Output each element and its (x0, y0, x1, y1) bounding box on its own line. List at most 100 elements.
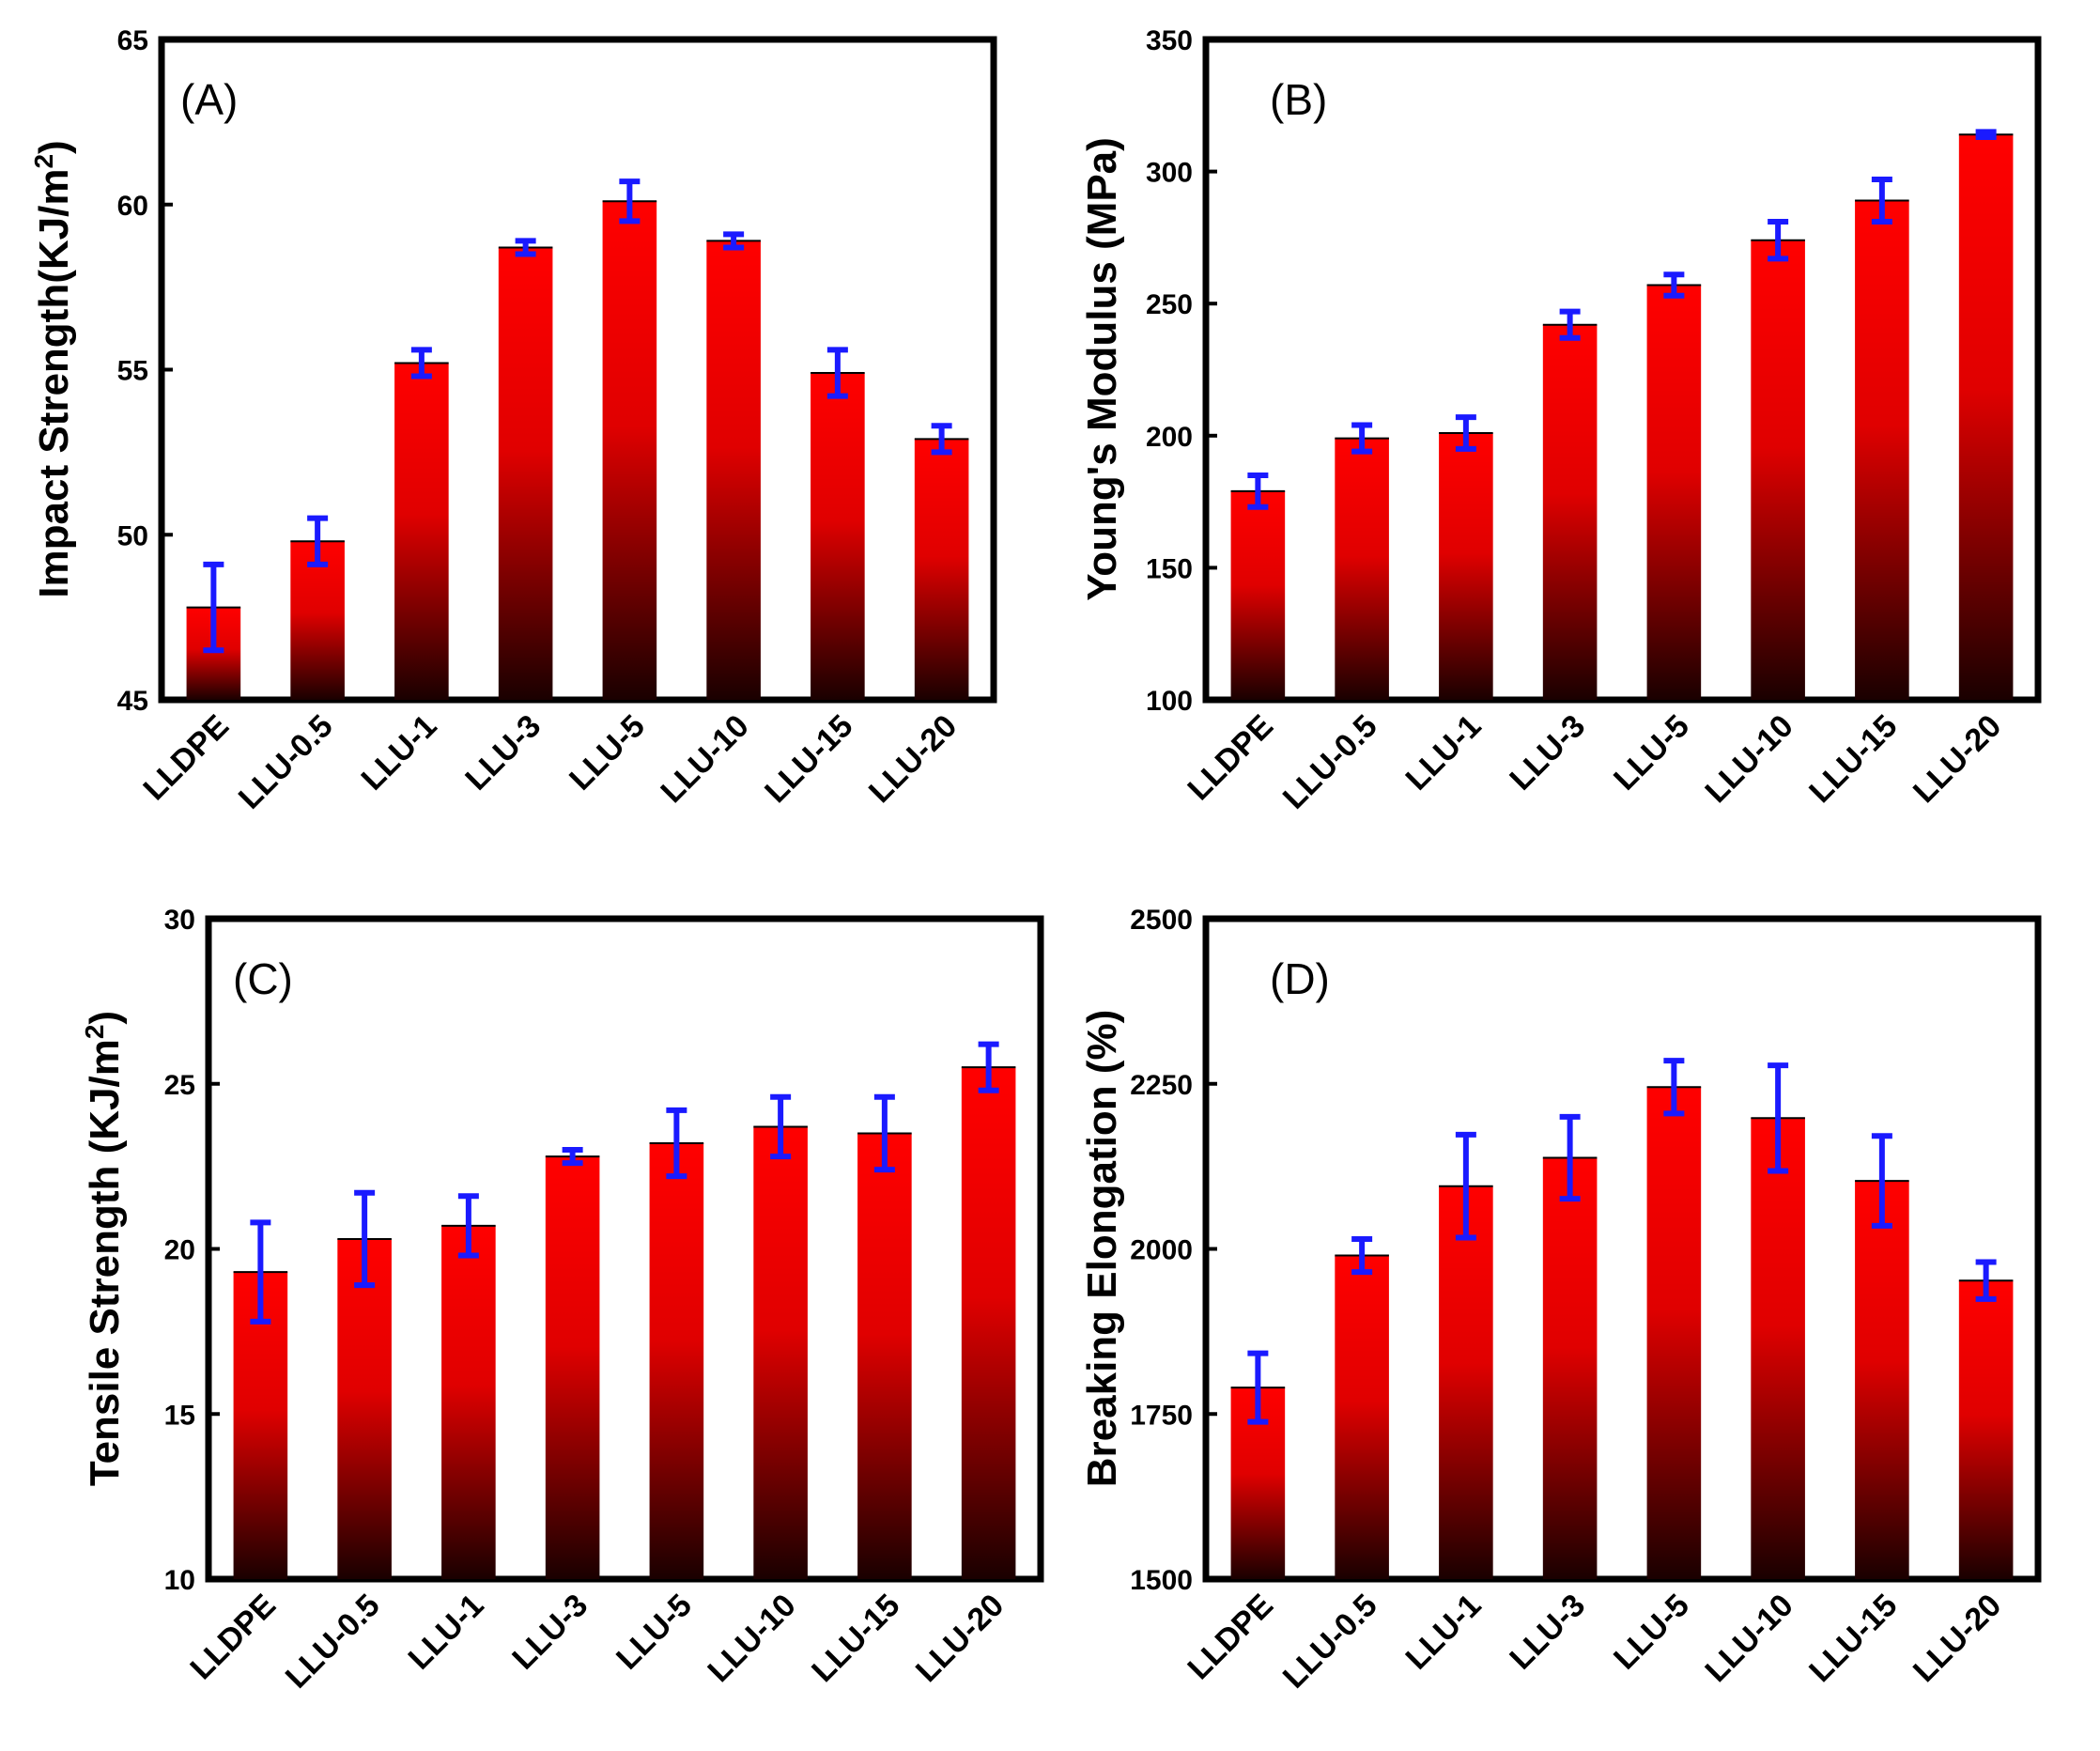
panel-a-xtick-label-1: LLU-0.5 (232, 708, 340, 816)
panel-d-bar-1 (1335, 1255, 1389, 1579)
panel-b-xtick-label-7: LLU-20 (1907, 708, 2008, 810)
panel-b-ylabel: Young's Modulus (MPa) (1079, 137, 1125, 601)
panel-b-bar-7 (1958, 134, 2014, 700)
panel-d-bars (1230, 1058, 2014, 1579)
panel-b-bar-5 (1751, 240, 1805, 700)
panel-c-ytick-label-0: 10 (164, 1565, 195, 1596)
panel-a-xtick-label-7: LLU-20 (862, 708, 964, 810)
panel-b-bar-1 (1335, 438, 1389, 700)
panel-c-ytick-label-2: 20 (164, 1235, 195, 1266)
panel-c-xtick-label-6: LLU-15 (805, 1588, 906, 1689)
panel-d-bar-2 (1439, 1185, 1493, 1579)
panel-d-y-axis: 1500 1750 2000 2250 2500 (1130, 905, 1217, 1596)
panel-a-bars (186, 178, 969, 701)
panel-d-bar-5 (1751, 1118, 1805, 1579)
panel-d-bar-7 (1958, 1280, 2014, 1579)
panel-a-xtick-label-4: LLU-5 (563, 708, 652, 798)
panel-a-ytick-label-1: 50 (117, 520, 148, 551)
panel-d-xtick-label-5: LLU-10 (1698, 1588, 1799, 1689)
panel-b-bar-0 (1230, 490, 1286, 700)
panel-a-xtick-label-3: LLU-3 (458, 708, 548, 798)
panel-b-bar-6 (1855, 200, 1909, 701)
panel-a-label: (A) (180, 75, 238, 124)
panel-c-ytick-label-4: 30 (164, 905, 195, 936)
panel-b-bar-2 (1439, 432, 1493, 700)
panel-c-y-axis: 10 15 20 25 30 (164, 905, 220, 1596)
panel-a-ytick-label-4: 65 (117, 25, 148, 56)
panel-d-frame (1202, 915, 2042, 1583)
panel-a-frame (158, 36, 997, 704)
panel-d-xtick-label-6: LLU-15 (1802, 1588, 1904, 1689)
panel-a-bar-6 (811, 373, 865, 700)
panel-b-ytick-label-0: 100 (1146, 686, 1193, 717)
panel-c-bar-1 (337, 1238, 392, 1579)
panel-b-xtick-label-6: LLU-15 (1802, 708, 1904, 810)
panel-c-ylabel: Tensile Strength (KJ/m2) (80, 1011, 128, 1486)
panel-a-bar-5 (706, 240, 761, 700)
panel-c-xtick-label-0: LLDPE (183, 1588, 283, 1687)
panel-c-bar-4 (649, 1143, 704, 1579)
panel-d-label: (D) (1270, 954, 1330, 1003)
panel-a-xtick-label-0: LLDPE (136, 708, 236, 808)
panel-c-xtick-label-4: LLU-5 (610, 1588, 699, 1677)
panel-a-bar-1 (290, 541, 345, 700)
panel-c-ytick-label-1: 15 (164, 1400, 195, 1431)
panel-c-bar-2 (441, 1225, 496, 1579)
panel-b-ytick-label-2: 200 (1146, 422, 1193, 453)
panel-a-ylabel: Impact Strength(KJ/m2) (29, 140, 77, 597)
panel-a: (A) Impact Strength(KJ/m2) 45 50 55 60 65 LL… (29, 25, 997, 816)
panel-b-ytick-label-5: 350 (1146, 25, 1193, 56)
panel-c-bars (233, 1041, 1016, 1579)
panel-c: (C) Tensile Strength (KJ/m2) 1015202530 … (80, 905, 1044, 1696)
panel-d-ylabel: Breaking Elongation (%) (1079, 1010, 1125, 1487)
panel-d-ytick-label-0: 1500 (1130, 1565, 1193, 1596)
panel-b-ytick-label-1: 150 (1146, 553, 1193, 584)
panel-b-xtick-label-4: LLU-5 (1607, 708, 1696, 798)
panel-b-label: (B) (1270, 75, 1327, 124)
panel-b-ytick-label-3: 250 (1146, 289, 1193, 320)
panel-b-bar-4 (1646, 285, 1702, 700)
panel-d-bar-6 (1855, 1181, 1909, 1579)
panel-c-bar-5 (753, 1126, 808, 1579)
panel-b-frame (1202, 36, 2042, 704)
panel-a-ytick-label-3: 60 (117, 191, 148, 222)
panel-a-bar-2 (394, 363, 449, 700)
panel-b-xtick-label-2: LLU-1 (1399, 708, 1489, 798)
panel-d-bar-4 (1646, 1087, 1702, 1579)
panel-d-ytick-label-4: 2500 (1130, 905, 1193, 936)
panel-a-xtick-label-5: LLU-10 (654, 708, 755, 810)
panel-a-bar-3 (498, 247, 553, 700)
panel-d-xtick-label-4: LLU-5 (1607, 1588, 1696, 1677)
panel-b: (B) Young's Modulus (MPa) 100 150 200 250 30… (1079, 25, 2042, 816)
panel-b-xtick-label-1: LLU-0.5 (1276, 708, 1384, 816)
panel-a-xtick-label-6: LLU-15 (758, 708, 859, 810)
panel-c-bar-7 (961, 1067, 1016, 1579)
panel-d-ytick-label-2: 2000 (1130, 1235, 1193, 1266)
panel-a-bar-4 (602, 201, 657, 701)
panel-b-xtick-label-3: LLU-3 (1503, 708, 1592, 798)
panel-a-xtick-label-2: LLU-1 (355, 708, 444, 798)
panel-c-ytick-label-3: 25 (164, 1070, 195, 1101)
panel-d-xtick-label-0: LLDPE (1181, 1588, 1280, 1687)
panel-b-xtick-label-0: LLDPE (1181, 708, 1280, 808)
panel-a-ytick-label-2: 55 (117, 356, 148, 387)
panel-d-xtick-label-2: LLU-1 (1399, 1588, 1489, 1677)
panel-d-xtick-label-7: LLU-20 (1907, 1588, 2008, 1689)
panel-b-xtick-label-5: LLU-10 (1698, 708, 1799, 810)
panel-a-ytick-label-0: 45 (117, 686, 148, 717)
panel-c-xtick-label-1: LLU-0.5 (279, 1588, 387, 1696)
panel-a-bar-7 (914, 439, 969, 700)
panel-b-bar-3 (1542, 324, 1598, 700)
panel-d-xtick-label-1: LLU-0.5 (1276, 1588, 1384, 1696)
panel-b-ytick-label-4: 300 (1146, 158, 1193, 189)
panel-c-bar-6 (857, 1133, 912, 1579)
panel-c-frame (205, 915, 1044, 1583)
panel-c-xtick-label-7: LLU-20 (909, 1588, 1011, 1689)
panel-d-ytick-label-1: 1750 (1130, 1400, 1193, 1431)
panel-d-bar-3 (1542, 1157, 1598, 1579)
